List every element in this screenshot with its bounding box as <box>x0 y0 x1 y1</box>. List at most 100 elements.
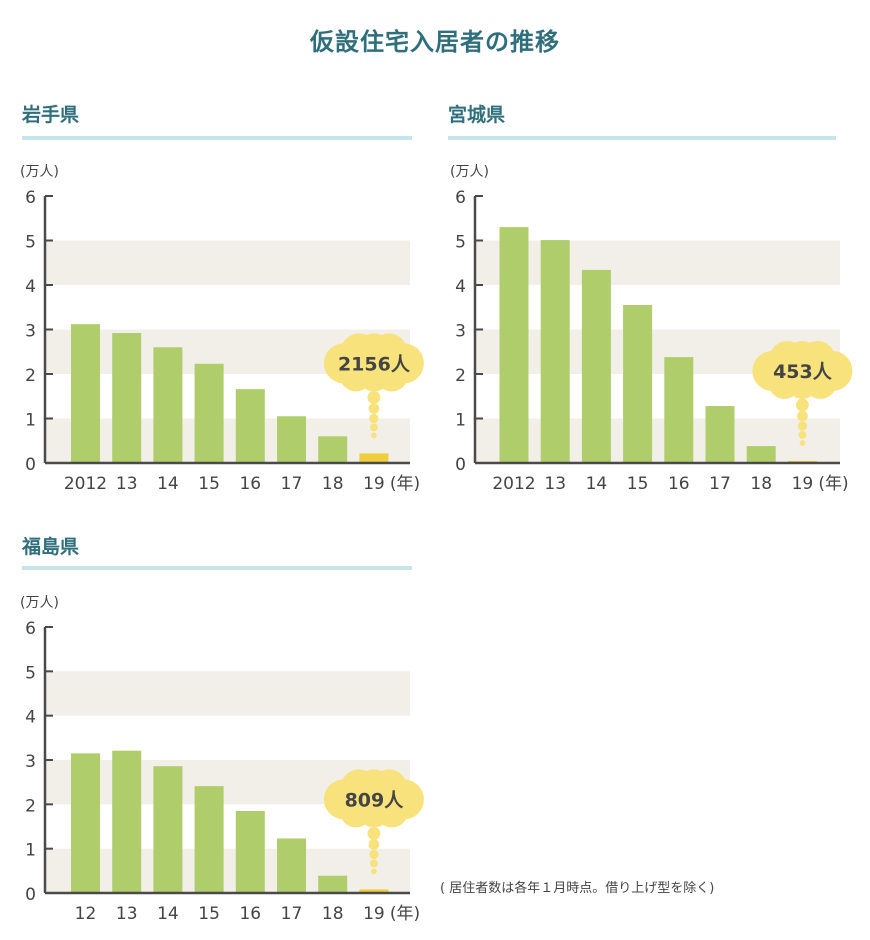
x-tick-label: 17 <box>709 474 731 494</box>
x-tick-label: 12 <box>75 904 97 924</box>
y-tick-label: 6 <box>25 619 36 639</box>
cloud-puff <box>349 339 398 388</box>
grid-band <box>475 240 840 285</box>
y-axis-unit: (万人) <box>20 595 59 611</box>
y-tick-label: 1 <box>25 841 36 861</box>
x-tick-label: 14 <box>157 904 179 924</box>
bar <box>623 305 653 463</box>
bar <box>581 269 611 463</box>
bar <box>359 889 389 893</box>
bar <box>153 347 183 463</box>
callout-dot <box>798 431 807 439</box>
grid-band <box>45 671 410 716</box>
callout-dot <box>367 826 381 840</box>
x-tick-label: 2012 <box>492 474 535 494</box>
bar <box>318 875 348 893</box>
chart-title-miyagi: 宮城県 <box>448 104 506 126</box>
bar <box>359 453 389 463</box>
grid-band <box>45 848 410 893</box>
y-tick-label: 0 <box>25 455 36 475</box>
cloud-puff <box>778 346 827 395</box>
x-tick-label: 16 <box>239 474 261 494</box>
cloud-puff <box>349 775 398 824</box>
x-tick-label: 18 <box>750 474 772 494</box>
y-tick-label: 5 <box>25 663 36 683</box>
x-tick-label: 14 <box>586 474 608 494</box>
x-tick-label: 15 <box>198 904 220 924</box>
y-tick-label: 6 <box>25 188 36 208</box>
callout-dot <box>369 849 379 860</box>
bar <box>194 786 224 893</box>
x-tick-label: 13 <box>116 904 138 924</box>
bar <box>746 446 776 463</box>
x-tick-label: 15 <box>627 474 649 494</box>
y-tick-label: 5 <box>455 233 466 253</box>
y-tick-label: 4 <box>455 277 466 297</box>
chart-title-iwate: 岩手県 <box>22 104 80 126</box>
callout-dot <box>371 868 377 875</box>
bar <box>277 838 306 893</box>
x-tick-label: 16 <box>668 474 690 494</box>
y-tick-label: 2 <box>25 796 36 816</box>
callout-dot <box>367 390 381 404</box>
callout-dot <box>368 839 380 850</box>
callout-bubble: 809人 <box>323 769 424 875</box>
bar <box>499 227 529 463</box>
x-tick-label: 2012 <box>64 474 107 494</box>
x-axis-unit: (年) <box>390 474 420 494</box>
bar-chart: (万人) 0 1 2 3 4 5 6 2012 13 14 15 16 17 18 19 (年) 453人 <box>450 164 853 494</box>
y-tick-label: 3 <box>25 322 36 342</box>
x-tick-label: 16 <box>239 904 261 924</box>
bar <box>112 750 142 893</box>
callout-dot <box>369 423 378 432</box>
callout-dot <box>797 410 808 422</box>
callout-label: 2156人 <box>338 353 411 375</box>
divider <box>22 566 412 570</box>
y-axis-unit: (万人) <box>20 164 59 180</box>
callout-bubble: 2156人 <box>323 333 424 439</box>
callout-dot <box>799 440 806 446</box>
x-axis-unit: (年) <box>818 474 848 494</box>
y-tick-label: 0 <box>25 885 36 905</box>
y-tick-label: 0 <box>455 455 466 475</box>
bar <box>540 240 570 463</box>
footnote: ( 居住者数は各年１月時点。借り上げ型を除く) <box>440 881 715 896</box>
callout-label: 809人 <box>345 789 405 811</box>
callout-label: 453人 <box>773 361 833 383</box>
callout-dot <box>797 421 808 431</box>
chart-title-fukushima: 福島県 <box>22 536 80 558</box>
bar <box>153 766 183 893</box>
bar <box>277 416 306 463</box>
y-tick-label: 4 <box>25 277 36 297</box>
x-tick-label: 18 <box>322 474 344 494</box>
callout-dot <box>371 432 377 439</box>
x-tick-label: 18 <box>322 904 344 924</box>
grid-band <box>475 418 840 463</box>
y-tick-label: 6 <box>455 188 466 208</box>
x-tick-label: 13 <box>544 474 566 494</box>
callout-dot <box>795 398 809 412</box>
divider <box>22 136 412 140</box>
grid-band <box>45 418 410 463</box>
x-tick-label: 17 <box>281 474 303 494</box>
x-tick-label: 19 <box>792 474 814 494</box>
x-tick-label: 19 <box>363 904 385 924</box>
grid-band <box>45 240 410 285</box>
y-tick-label: 5 <box>25 233 36 253</box>
bar <box>71 753 100 893</box>
x-tick-label: 13 <box>116 474 138 494</box>
x-tick-label: 19 <box>363 474 385 494</box>
y-tick-label: 1 <box>25 411 36 431</box>
callout-dot <box>369 859 378 868</box>
x-tick-label: 14 <box>157 474 179 494</box>
bar <box>705 406 735 463</box>
bar <box>194 363 224 463</box>
y-tick-label: 2 <box>455 366 466 386</box>
callout-dot <box>369 413 379 424</box>
y-axis-unit: (万人) <box>450 164 489 180</box>
bar <box>71 324 100 463</box>
divider <box>448 136 836 140</box>
